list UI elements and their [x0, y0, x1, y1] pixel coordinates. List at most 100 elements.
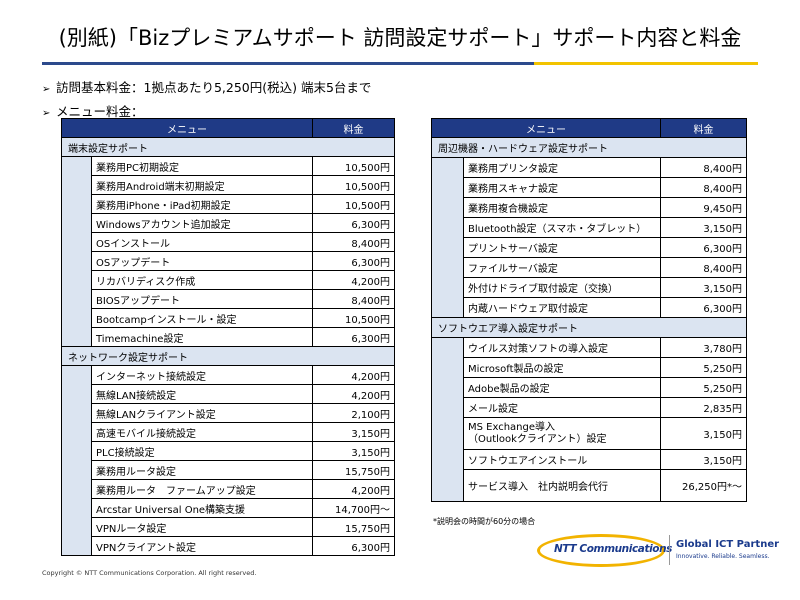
section-row: ソフトウエア導入設定サポート — [431, 317, 747, 338]
table-header-row: メニュー 料金 — [431, 118, 747, 138]
table-row: ソフトウエアインストール 3,150円 — [432, 449, 747, 470]
logo-ellipse-icon — [537, 534, 665, 567]
menu-price: 5,250円 — [660, 357, 747, 378]
menu-price: 4,200円 — [312, 270, 395, 290]
menu-price: 6,300円 — [660, 297, 747, 318]
menu-item: 業務用ルータ設定 — [91, 460, 313, 480]
table-row: MS Exchange導入 （Outlookクライアント）設定 3,150円 — [432, 417, 747, 450]
section-title: 端末設定サポート — [61, 137, 395, 157]
menu-fee-text: メニュー料金： — [56, 104, 144, 119]
menu-price: 8,400円 — [312, 289, 395, 309]
section-row: 周辺機器・ハードウェア設定サポート — [431, 137, 747, 158]
table-row: 業務用スキャナ設定 8,400円 — [432, 177, 747, 198]
menu-price: 3,780円 — [660, 337, 747, 358]
copyright: Copyright © NTT Communications Corporati… — [42, 569, 257, 577]
menu-price: 6,300円 — [312, 327, 395, 347]
menu-item: MS Exchange導入 （Outlookクライアント）設定 — [463, 417, 661, 450]
menu-price: 9,450円 — [660, 197, 747, 218]
menu-item: OSインストール — [91, 232, 313, 252]
menu-item: Timemachine設定 — [91, 327, 313, 347]
menu-item: Windowsアカウント追加設定 — [91, 213, 313, 233]
table-row: プリントサーバ設定 6,300円 — [432, 237, 747, 258]
menu-price: 8,400円 — [312, 232, 395, 252]
menu-item: ファイルサーバ設定 — [463, 257, 661, 278]
section-row: 端末設定サポート — [61, 137, 395, 157]
header-price: 料金 — [660, 118, 747, 138]
menu-price: 3,150円 — [660, 417, 747, 450]
menu-price: 10,500円 — [312, 194, 395, 214]
table-row: インターネット接続設定 4,200円 — [61, 365, 395, 556]
menu-item: 高速モバイル接続設定 — [91, 422, 313, 442]
menu-price: 6,300円 — [312, 536, 395, 556]
table-row: VPNクライアント設定 6,300円 — [62, 536, 395, 556]
table-row: リカバリディスク作成 4,200円 — [62, 270, 395, 290]
menu-item: 無線LANクライアント設定 — [91, 403, 313, 423]
table-row: 業務用ルータ ファームアップ設定 4,200円 — [62, 479, 395, 499]
menu-item: リカバリディスク作成 — [91, 270, 313, 290]
menu-price: 4,200円 — [312, 365, 395, 385]
menu-item: Microsoft製品の設定 — [463, 357, 661, 378]
menu-item: 業務用ルータ ファームアップ設定 — [91, 479, 313, 499]
menu-price: 15,750円 — [312, 460, 395, 480]
menu-price: 6,300円 — [312, 251, 395, 271]
menu-item: Bluetooth設定（スマホ・タブレット） — [463, 217, 661, 238]
table-row: Bootcampインストール・設定 10,500円 — [62, 308, 395, 328]
table-row: 無線LAN接続設定 4,200円 — [62, 384, 395, 404]
table-row: 外付けドライブ取付設定（交換） 3,150円 — [432, 277, 747, 298]
menu-price: 26,250円*～ — [660, 469, 747, 502]
menu-item: BIOSアップデート — [91, 289, 313, 309]
section-row: ネットワーク設定サポート — [61, 346, 395, 366]
table-row: 業務用Android端末初期設定 10,500円 — [62, 175, 395, 195]
menu-item: メール設定 — [463, 397, 661, 418]
logo-tagline-main: Global ICT Partner — [676, 539, 780, 550]
table-row: PLC接続設定 3,150円 — [62, 441, 395, 461]
header-menu: メニュー — [61, 118, 313, 138]
menu-price: 3,150円 — [312, 422, 395, 442]
menu-item: 業務用複合機設定 — [463, 197, 661, 218]
menu-item: 業務用Android端末初期設定 — [91, 175, 313, 195]
menu-item: ウイルス対策ソフトの導入設定 — [463, 337, 661, 358]
table-row: VPNルータ設定 15,750円 — [62, 517, 395, 537]
base-fee-text: 訪問基本料金：1拠点あたり5,250円(税込) 端末5台まで — [56, 80, 372, 95]
table-row: Arcstar Universal One構築支援 14,700円～ — [62, 498, 395, 518]
menu-item: 業務用スキャナ設定 — [463, 177, 661, 198]
section-title: ネットワーク設定サポート — [61, 346, 395, 366]
table-row: Adobe製品の設定 5,250円 — [432, 377, 747, 398]
section-indent-cell — [61, 365, 92, 556]
table-row: 高速モバイル接続設定 3,150円 — [62, 422, 395, 442]
ntt-logo: NTT Communications Global ICT Partner In… — [532, 529, 784, 571]
menu-fee-bullet: ➢ メニュー料金： — [42, 101, 144, 120]
menu-price: 10,500円 — [312, 175, 395, 195]
menu-price: 3,150円 — [660, 449, 747, 470]
table-row: 無線LANクライアント設定 2,100円 — [62, 403, 395, 423]
menu-item: 業務用プリンタ設定 — [463, 157, 661, 178]
section-title: 周辺機器・ハードウェア設定サポート — [431, 137, 747, 158]
menu-item: Bootcampインストール・設定 — [91, 308, 313, 328]
table-row: Microsoft製品の設定 5,250円 — [432, 357, 747, 378]
base-fee-bullet: ➢ 訪問基本料金：1拠点あたり5,250円(税込) 端末5台まで — [42, 77, 371, 96]
table-row: ウイルス対策ソフトの導入設定 3,780円 — [431, 337, 747, 502]
title-rule-blue — [42, 62, 534, 65]
logo-brand: NTT Communications — [554, 543, 673, 555]
table-row: 業務用iPhone・iPad初期設定 10,500円 — [62, 194, 395, 214]
table-row: 業務用PC初期設定 10,500円 — [61, 156, 395, 347]
table-row: OSアップデート 6,300円 — [62, 251, 395, 271]
menu-price: 8,400円 — [660, 177, 747, 198]
menu-item: インターネット接続設定 — [91, 365, 313, 385]
menu-item: PLC接続設定 — [91, 441, 313, 461]
menu-item: VPNルータ設定 — [91, 517, 313, 537]
left-price-table: メニュー 料金 端末設定サポート 業務用PC初期設定 10,500円 業務用Android… — [61, 118, 395, 556]
menu-price: 3,150円 — [660, 217, 747, 238]
menu-item: 内蔵ハードウェア取付設定 — [463, 297, 661, 318]
menu-price: 8,400円 — [660, 157, 747, 178]
table-row: メール設定 2,835円 — [432, 397, 747, 418]
menu-item: Adobe製品の設定 — [463, 377, 661, 398]
right-price-table: メニュー 料金 周辺機器・ハードウェア設定サポート 業務用プリンタ設定 8,400円 業務… — [431, 118, 747, 502]
menu-item: サービス導入 社内説明会代行 — [463, 469, 661, 502]
menu-item: Arcstar Universal One構築支援 — [91, 498, 313, 518]
table-row: Bluetooth設定（スマホ・タブレット） 3,150円 — [432, 217, 747, 238]
table-row: 内蔵ハードウェア取付設定 6,300円 — [432, 297, 747, 318]
menu-item: OSアップデート — [91, 251, 313, 271]
section-indent-cell — [431, 157, 464, 318]
menu-price: 2,100円 — [312, 403, 395, 423]
